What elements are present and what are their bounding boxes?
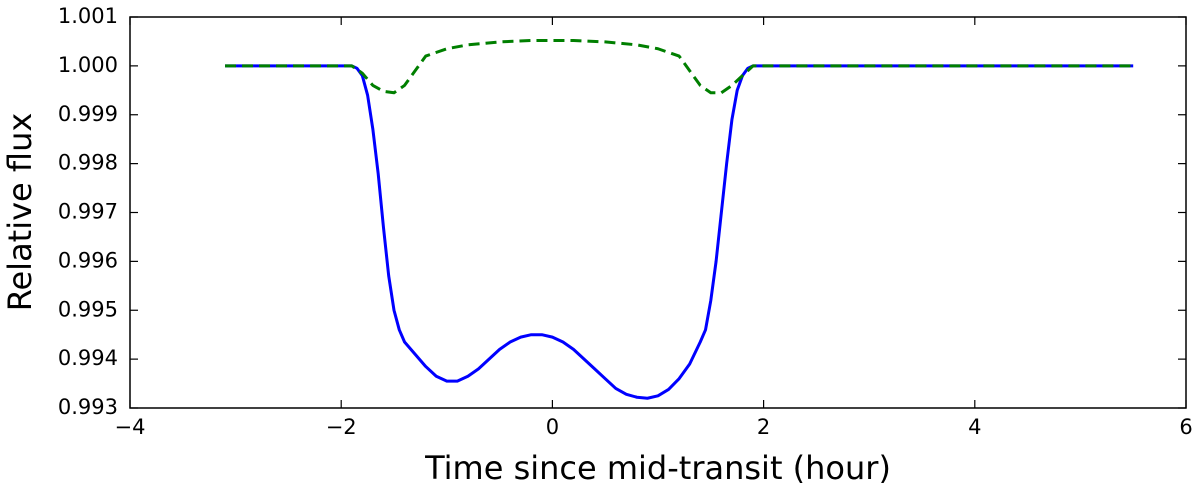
y-tick-label: 0.999 bbox=[58, 102, 118, 126]
y-axis-title: Relative flux bbox=[1, 113, 39, 312]
data-line bbox=[225, 64, 1134, 400]
x-tick-label: 0 bbox=[546, 415, 559, 439]
y-tick-label: 0.994 bbox=[58, 346, 118, 370]
x-tick-label: 6 bbox=[1179, 415, 1192, 439]
x-axis-title: Time since mid-transit (hour) bbox=[424, 449, 891, 487]
plot-frame bbox=[129, 16, 1187, 409]
x-tick-label: −2 bbox=[326, 415, 357, 439]
y-tick-label: 0.997 bbox=[58, 200, 118, 224]
y-tick-label: 1.000 bbox=[58, 53, 118, 77]
data-line bbox=[225, 38, 1134, 95]
y-tick-label: 0.996 bbox=[58, 248, 118, 272]
y-tick-label: 0.998 bbox=[58, 151, 118, 175]
x-tick-label: 4 bbox=[968, 415, 981, 439]
x-tick-label: −4 bbox=[115, 415, 146, 439]
y-tick-label: 1.001 bbox=[58, 4, 118, 28]
y-tick-label: 0.993 bbox=[58, 395, 118, 419]
y-tick-label: 0.995 bbox=[58, 297, 118, 321]
x-tick-label: 2 bbox=[757, 415, 770, 439]
